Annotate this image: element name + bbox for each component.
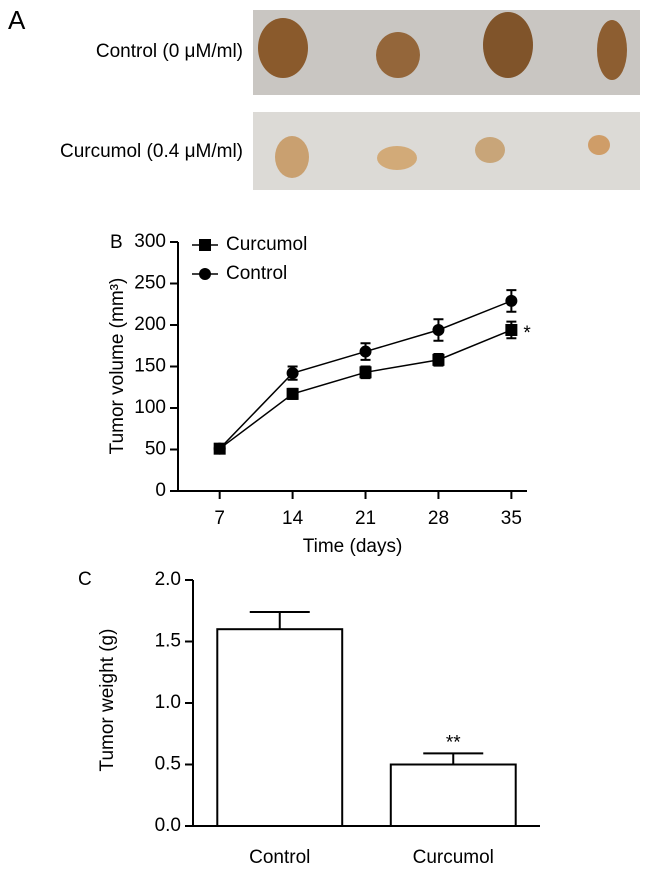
- x-tick-label: Curcumol: [413, 847, 494, 868]
- y-tick-label: 1.5: [155, 631, 181, 652]
- y-tick-label: 0: [155, 480, 166, 501]
- data-point: [432, 323, 445, 336]
- data-point: [213, 442, 226, 455]
- panel-label: C: [78, 569, 92, 590]
- data-point: [505, 294, 518, 307]
- y-tick-label: 2.0: [155, 569, 181, 590]
- x-tick-label: 21: [355, 508, 376, 529]
- tumor-photo: [253, 112, 640, 190]
- y-tick-label: 1.0: [155, 692, 181, 713]
- x-axis-title: Time (days): [303, 536, 403, 557]
- x-tick-label: 35: [501, 508, 522, 529]
- bar: [216, 628, 344, 828]
- legend-marker: [199, 268, 211, 280]
- data-point: [359, 345, 372, 358]
- tumor-photo: [253, 10, 640, 95]
- error-bar: [423, 752, 484, 765]
- legend-label: Curcumol: [226, 234, 307, 255]
- y-tick-label: 150: [134, 356, 166, 377]
- row-label: Control (0 μM/ml): [96, 41, 243, 62]
- data-point: [286, 387, 299, 400]
- annotation: *: [523, 323, 531, 344]
- data-point: [505, 323, 518, 336]
- y-tick-label: 0.5: [155, 754, 181, 775]
- x-tick-label: 7: [214, 508, 225, 529]
- y-tick-label: 0.0: [155, 815, 181, 836]
- y-tick-label: 50: [145, 439, 166, 460]
- data-point: [286, 367, 299, 380]
- y-tick-label: 300: [134, 231, 166, 252]
- legend-label: Control: [226, 263, 287, 284]
- panel-label: A: [8, 5, 26, 35]
- bar: [389, 763, 517, 827]
- legend-marker: [199, 239, 211, 251]
- x-tick-label: 28: [428, 508, 449, 529]
- y-tick-label: 100: [134, 397, 166, 418]
- row-label: Curcumol (0.4 μM/ml): [60, 141, 243, 162]
- y-tick-label: 200: [134, 314, 166, 335]
- y-axis-title: Tumor weight (g): [97, 629, 118, 772]
- x-tick-label: Control: [249, 847, 310, 868]
- annotation: **: [446, 732, 461, 753]
- data-point: [432, 353, 445, 366]
- data-point: [359, 366, 372, 379]
- y-axis-title: Tumor volume (mm³): [107, 278, 128, 455]
- x-tick-label: 14: [282, 508, 304, 529]
- y-tick-label: 250: [134, 273, 166, 294]
- panel-label: B: [110, 232, 123, 253]
- error-bar: [249, 610, 310, 630]
